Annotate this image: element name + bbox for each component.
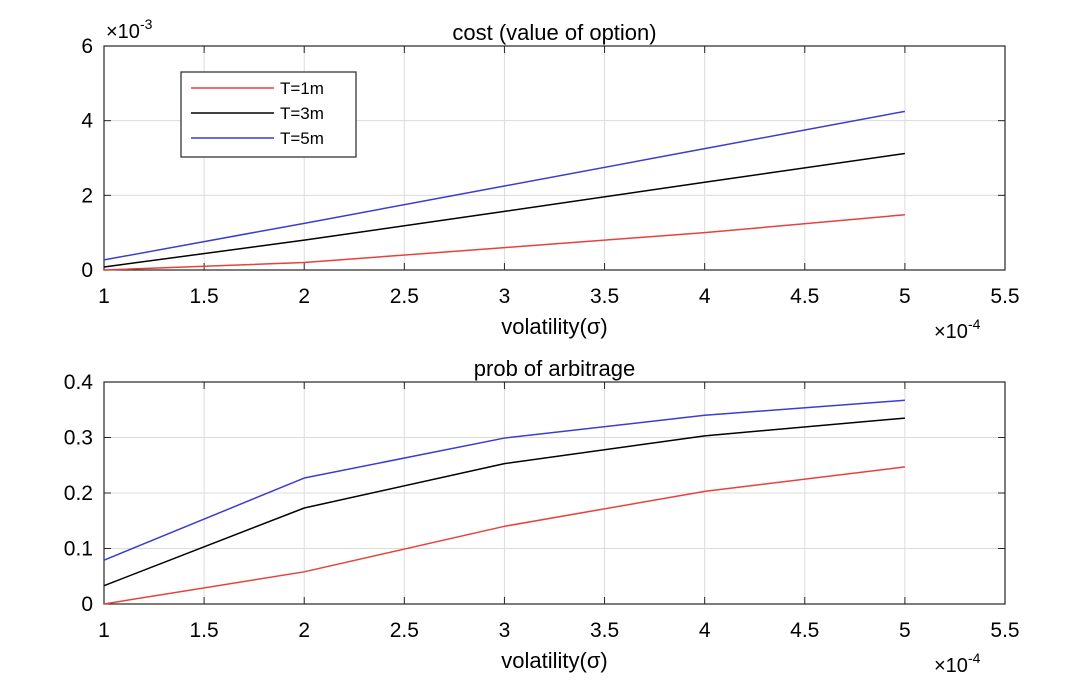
y-tick-label: 0.2 (64, 482, 93, 505)
series-line-1 (103, 214, 905, 271)
y-tick-label: 0 (81, 259, 93, 282)
y-tick-label: 6 (81, 35, 93, 58)
x-multiplier-label: ×10-4 (934, 650, 981, 677)
x-tick-label: 2 (298, 619, 310, 642)
x-tick-label: 4 (699, 285, 711, 308)
x-tick-label: 4 (699, 619, 711, 642)
x-tick-label: 2.5 (390, 285, 419, 308)
series-line-2 (103, 152, 905, 268)
x-tick-label: 5.5 (990, 619, 1019, 642)
series-line-1 (103, 466, 905, 605)
x-tick-label: 5.5 (990, 285, 1019, 308)
x-tick-label: 3 (499, 285, 511, 308)
chart-panel-2: 1 1.5 2 2.5 3 3.5 4 4.5 5 5.5 0 0.1 0.2 0.3 0.4 prob of… (64, 356, 1020, 677)
series-line-2 (103, 417, 905, 587)
x-tick-label: 4.5 (790, 619, 819, 642)
y-tick-label: 0.3 (64, 427, 93, 450)
x-tick-label: 1 (98, 619, 110, 642)
legend-label: T=5m (280, 129, 324, 148)
x-tick-label: 1 (98, 285, 110, 308)
y-tick-label: 4 (81, 110, 93, 133)
chart-title: prob of arbitrage (474, 356, 635, 381)
x-tick-label: 1.5 (190, 285, 219, 308)
legend-box (180, 71, 357, 158)
series-line-3 (103, 110, 906, 261)
chart-panel-1: 1 1.5 2 2.5 3 3.5 4 4.5 5 5.5 0 2 4 6 cost (value of o… (81, 16, 1019, 343)
chart-title: cost (value of option) (452, 20, 656, 45)
x-tick-label: 5 (899, 619, 911, 642)
y-tick-label: 2 (81, 184, 93, 207)
x-axis-label: volatility(σ) (501, 314, 607, 339)
legend-label: T=3m (280, 104, 324, 123)
x-tick-label: 4.5 (790, 285, 819, 308)
y-tick-label: 0.4 (64, 371, 94, 394)
legend-label: T=1m (280, 79, 324, 98)
x-axis-label: volatility(σ) (501, 648, 607, 673)
axes-box (103, 45, 1006, 271)
x-tick-label: 3.5 (590, 285, 619, 308)
x-tick-label: 3 (499, 619, 511, 642)
x-tick-label: 2 (298, 285, 310, 308)
x-multiplier-label: ×10-4 (934, 316, 981, 343)
x-tick-label: 1.5 (190, 619, 219, 642)
x-tick-label: 3.5 (590, 619, 619, 642)
legend: T=1m T=3m T=5m (180, 71, 357, 158)
x-tick-label: 2.5 (390, 619, 419, 642)
y-multiplier-label: ×10-3 (106, 16, 153, 43)
y-tick-label: 0 (81, 593, 93, 616)
series-line-3 (103, 399, 905, 561)
x-tick-label: 5 (899, 285, 911, 308)
y-tick-label: 0.1 (64, 538, 93, 561)
